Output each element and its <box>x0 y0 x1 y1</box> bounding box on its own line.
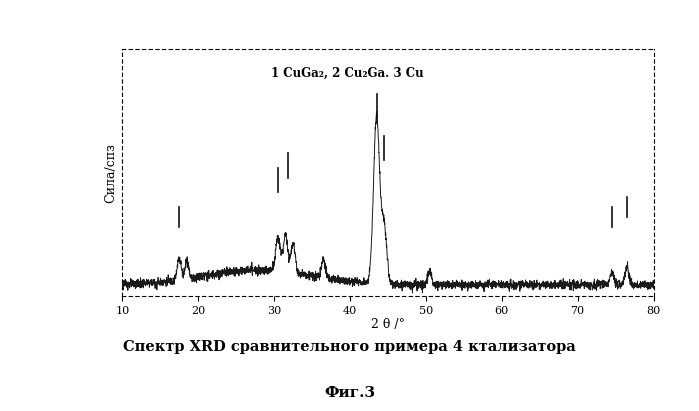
Y-axis label: Сила/спз: Сила/спз <box>103 143 117 203</box>
Text: Фиг.3: Фиг.3 <box>324 386 375 399</box>
X-axis label: 2 θ /°: 2 θ /° <box>371 319 405 331</box>
Text: Спектр XRD сравнительного примера 4 ктализатора: Спектр XRD сравнительного примера 4 ктал… <box>123 340 576 354</box>
Text: 1 CuGa₂, 2 Cu₂Ga. 3 Cu: 1 CuGa₂, 2 Cu₂Ga. 3 Cu <box>271 67 424 80</box>
